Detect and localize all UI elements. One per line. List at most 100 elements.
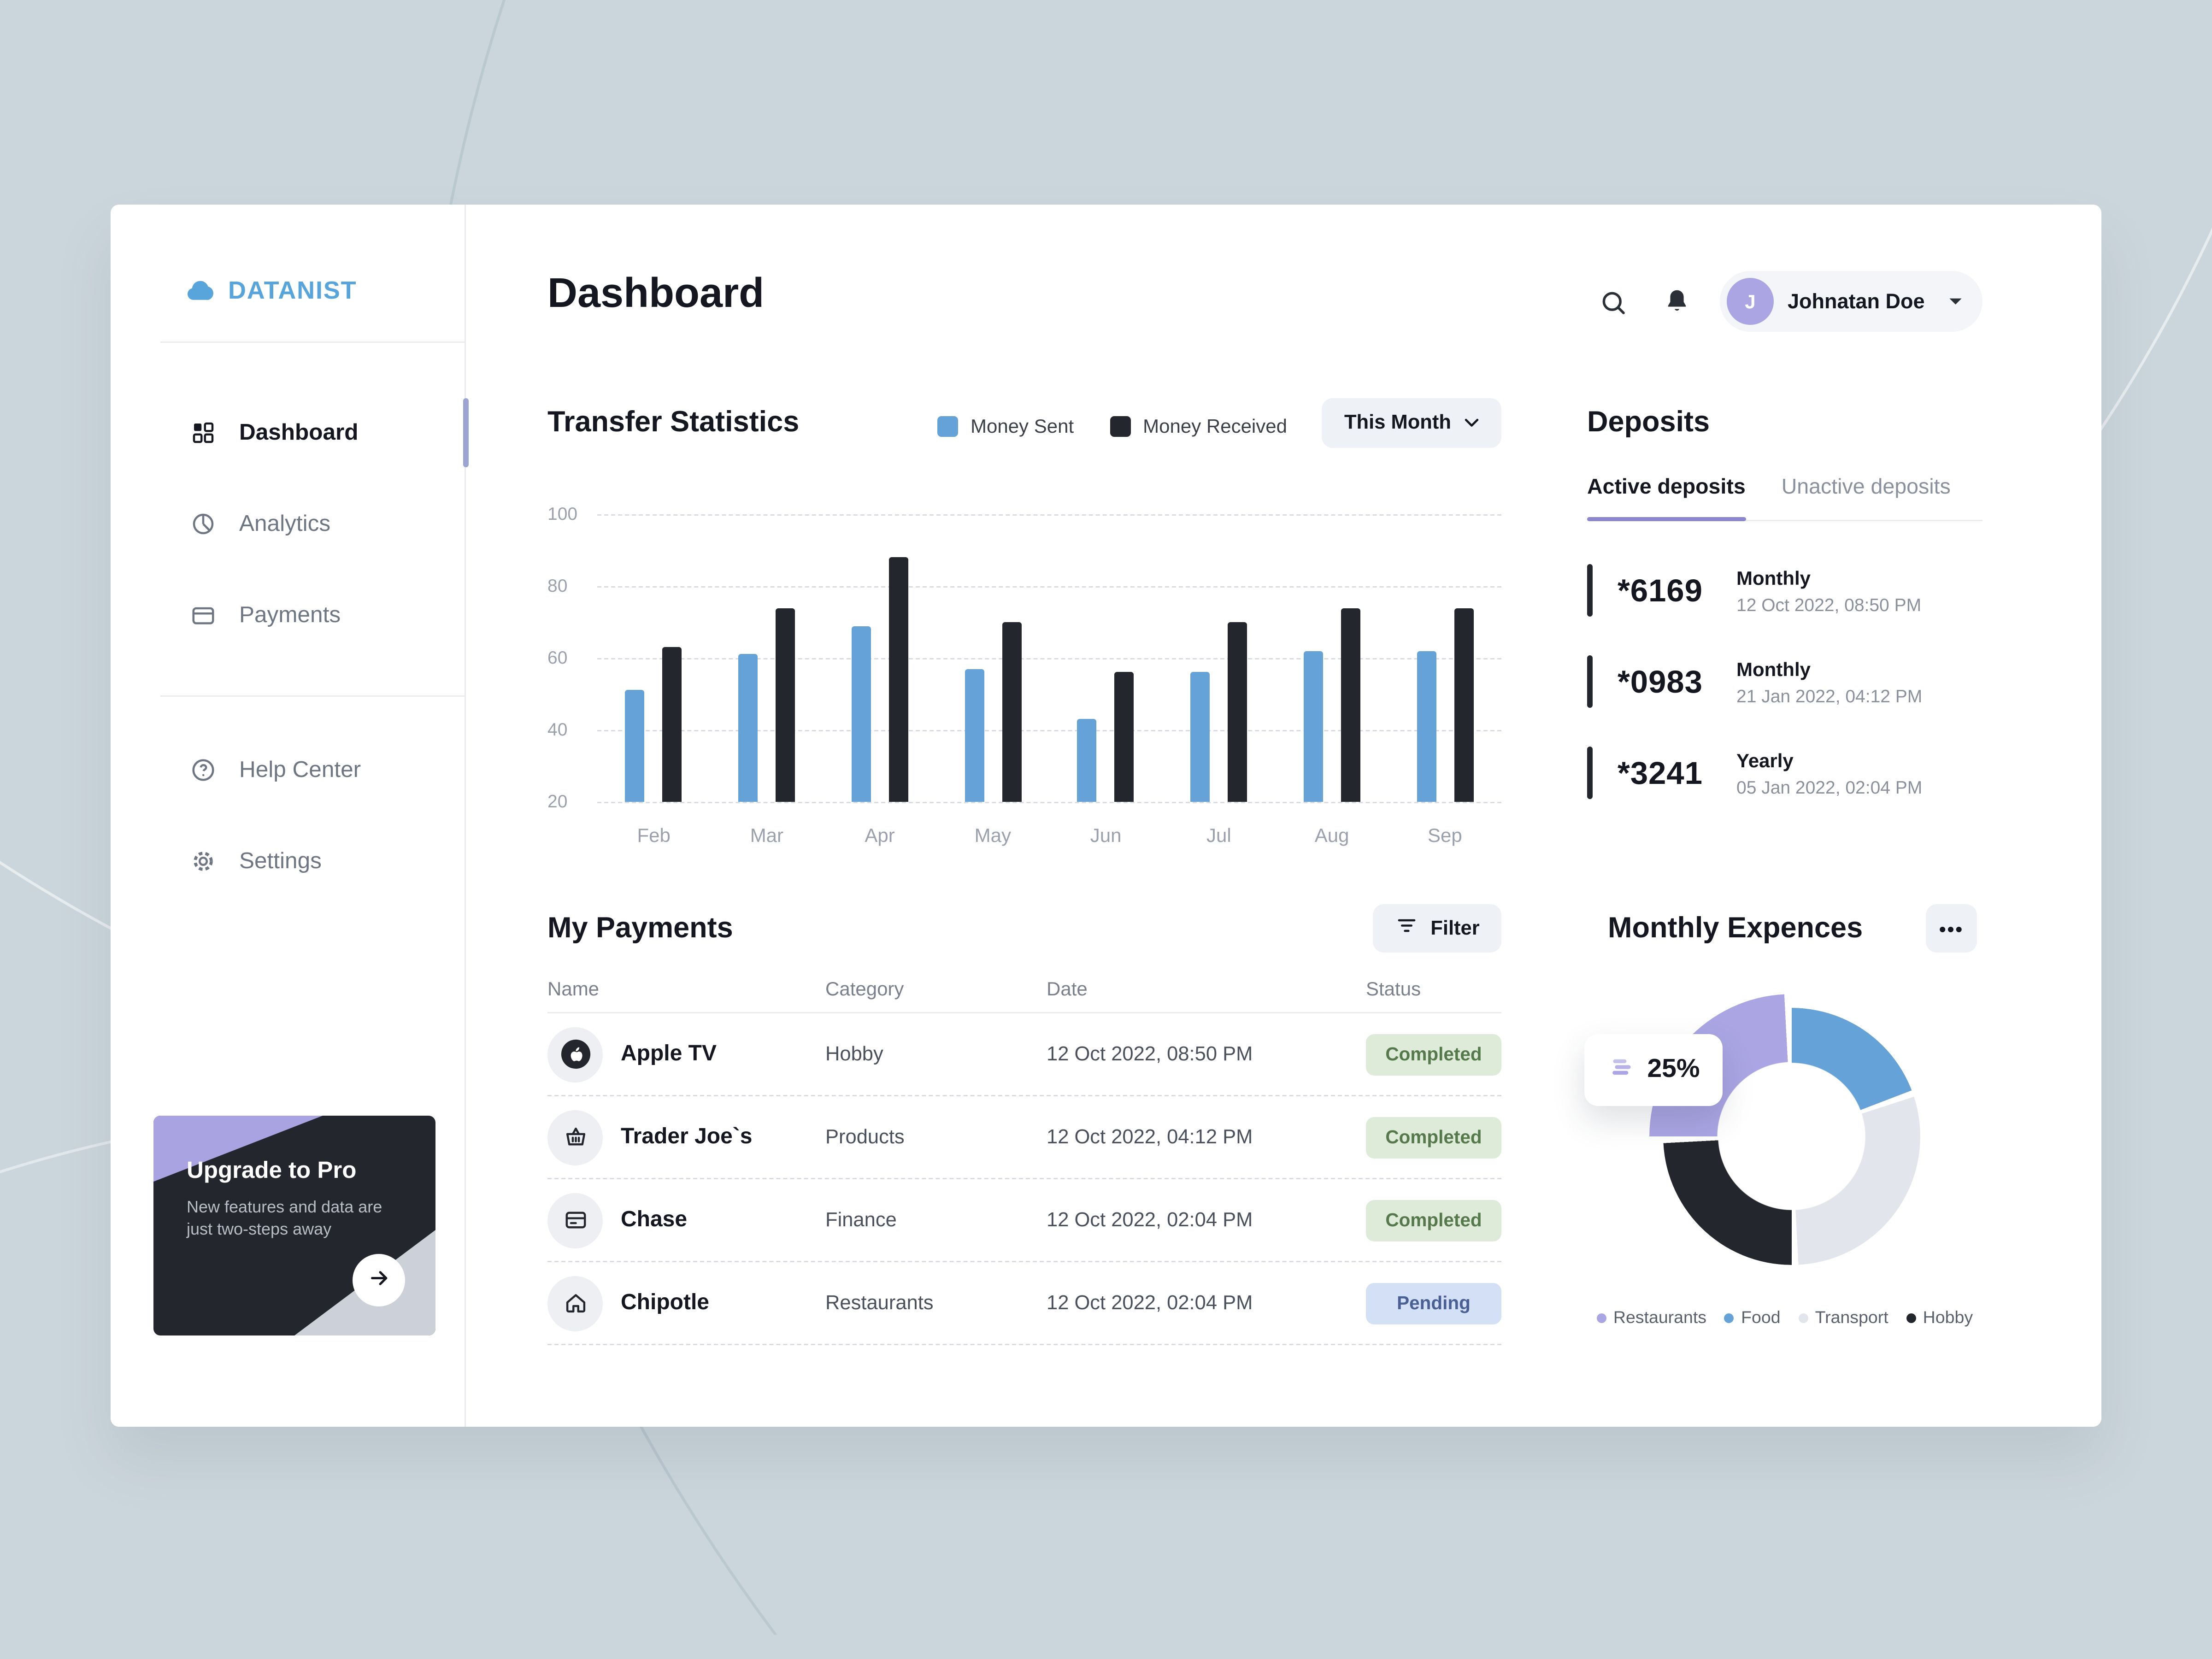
chevron-down-icon (1948, 289, 1963, 314)
deposits-title: Deposits (1587, 406, 1710, 440)
deposit-number: *6169 (1618, 572, 1736, 609)
period-label: This Month (1344, 412, 1451, 434)
transfer-statistics-title: Transfer Statistics (547, 406, 799, 440)
status-badge: Completed (1366, 1117, 1501, 1158)
x-tick-label: Aug (1276, 824, 1388, 846)
deposit-date: 12 Oct 2022, 08:50 PM (1736, 594, 1921, 615)
tab-active-deposits[interactable]: Active deposits (1587, 476, 1746, 520)
x-tick-label: May (936, 824, 1049, 846)
user-name: Johnatan Doe (1788, 290, 1934, 313)
column-header-category: Category (825, 977, 1047, 1000)
money-sent-bar (1190, 672, 1210, 802)
legend-item: Transport (1799, 1308, 1888, 1327)
arrow-right-icon (367, 1266, 391, 1294)
deposit-plan: Monthly (1736, 658, 1922, 680)
payment-row[interactable]: Apple TV Hobby 12 Oct 2022, 08:50 PM Comple… (547, 1013, 1501, 1096)
payment-name: Apple TV (621, 1042, 717, 1067)
money-received-bar (776, 608, 795, 802)
transfer-chart: 20 40 60 80 100 Feb Mar Apr May Jun Jul Aug Sep (547, 498, 1501, 860)
status-badge: Completed (1366, 1200, 1501, 1241)
list-item[interactable]: *6169 Monthly 12 Oct 2022, 08:50 PM (1587, 545, 1983, 636)
payment-category: Finance (825, 1209, 1047, 1231)
user-menu[interactable]: J Johnatan Doe (1720, 271, 1983, 332)
period-selector[interactable]: This Month (1322, 398, 1501, 448)
basket-icon (547, 1110, 603, 1165)
analytics-pie-icon (188, 510, 217, 539)
divider (160, 341, 465, 343)
sidebar-item-dashboard[interactable]: Dashboard (111, 387, 465, 478)
money-sent-bar (625, 690, 645, 802)
legend-dot (1799, 1313, 1808, 1323)
sidebar-item-analytics[interactable]: Analytics (111, 478, 465, 570)
legend-swatch (1110, 416, 1130, 436)
status-badge: Completed (1366, 1034, 1501, 1075)
sidebar-item-payments[interactable]: Payments (111, 570, 465, 661)
chart-legend: Money Sent Money Received (937, 415, 1287, 437)
deposit-marker (1587, 655, 1593, 708)
main-nav: Dashboard Analytics Payments (111, 387, 465, 661)
dashboard-grid-icon (188, 418, 217, 447)
bar-group: May (936, 514, 1049, 802)
x-tick-label: Apr (824, 824, 936, 846)
upgrade-card: Upgrade to Pro New features and data are… (153, 1116, 435, 1335)
payment-row[interactable]: Trader Joe`s Products 12 Oct 2022, 04:12 P… (547, 1096, 1501, 1179)
payment-row[interactable]: Chase Finance 12 Oct 2022, 02:04 PM Complet… (547, 1179, 1501, 1262)
money-sent-bar (1304, 651, 1323, 802)
money-received-bar (1115, 672, 1134, 802)
ellipsis-button[interactable]: ••• (1926, 904, 1977, 953)
sidebar-item-label: Analytics (239, 511, 330, 537)
search-icon[interactable] (1593, 282, 1634, 324)
status-badge: Pending (1366, 1282, 1501, 1324)
list-item[interactable]: *0983 Monthly 21 Jan 2022, 04:12 PM (1587, 636, 1983, 727)
money-received-bar (1002, 622, 1021, 802)
payment-name: Chase (621, 1208, 687, 1233)
money-received-bar (663, 647, 682, 802)
deposit-number: *3241 (1618, 754, 1736, 792)
sidebar-item-settings[interactable]: Settings (111, 816, 465, 907)
gridline (597, 802, 1501, 803)
legend-label: Hobby (1923, 1308, 1973, 1327)
money-sent-bar (1077, 719, 1097, 802)
bar-group: Feb (597, 514, 710, 802)
highlight-badge: 25% (1584, 1034, 1723, 1106)
upgrade-button[interactable] (353, 1254, 405, 1306)
sidebar-item-label: Dashboard (239, 420, 359, 446)
filter-button[interactable]: Filter (1373, 904, 1501, 953)
apple-icon (547, 1027, 603, 1082)
payments-table-header: Name Category Date Status (547, 965, 1501, 1013)
filter-icon (1394, 914, 1418, 943)
legend-label: Restaurants (1613, 1308, 1706, 1327)
sidebar-item-help-center[interactable]: Help Center (111, 724, 465, 816)
bell-icon[interactable] (1656, 281, 1698, 322)
list-item[interactable]: *3241 Yearly 05 Jan 2022, 02:04 PM (1587, 727, 1983, 818)
tab-unactive-deposits[interactable]: Unactive deposits (1782, 476, 1951, 520)
deposits-tabs: Active deposits Unactive deposits (1587, 476, 1983, 521)
divider (160, 695, 465, 697)
payment-name-cell: Trader Joe`s (547, 1110, 825, 1165)
sidebar-item-label: Payments (239, 602, 341, 629)
home-icon (547, 1276, 603, 1331)
payment-date: 12 Oct 2022, 04:12 PM (1047, 1126, 1366, 1148)
payment-name-cell: Chase (547, 1193, 825, 1248)
cloud-icon (185, 276, 214, 306)
payment-name-cell: Chipotle (547, 1276, 825, 1331)
money-received-bar (1341, 608, 1360, 802)
payments-table-body: Apple TV Hobby 12 Oct 2022, 08:50 PM Comple… (547, 1013, 1501, 1345)
active-indicator (463, 398, 468, 467)
bar-group: Sep (1388, 514, 1501, 802)
payment-row[interactable]: Chipotle Restaurants 12 Oct 2022, 02:04 PM… (547, 1262, 1501, 1345)
deposit-number: *0983 (1618, 663, 1736, 700)
money-sent-bar (1417, 651, 1436, 802)
brand-logo: DATANIST (185, 276, 357, 306)
legend-item: Food (1724, 1308, 1781, 1327)
x-tick-label: Sep (1388, 824, 1501, 846)
column-header-date: Date (1047, 977, 1366, 1000)
deposit-date: 21 Jan 2022, 04:12 PM (1736, 685, 1922, 706)
payment-date: 12 Oct 2022, 08:50 PM (1047, 1043, 1366, 1065)
sidebar-item-label: Settings (239, 848, 322, 875)
bar-group: Mar (710, 514, 823, 802)
payment-date: 12 Oct 2022, 02:04 PM (1047, 1292, 1366, 1314)
legend-label: Money Received (1143, 415, 1287, 437)
money-sent-bar (965, 669, 984, 802)
x-tick-label: Jul (1162, 824, 1275, 846)
